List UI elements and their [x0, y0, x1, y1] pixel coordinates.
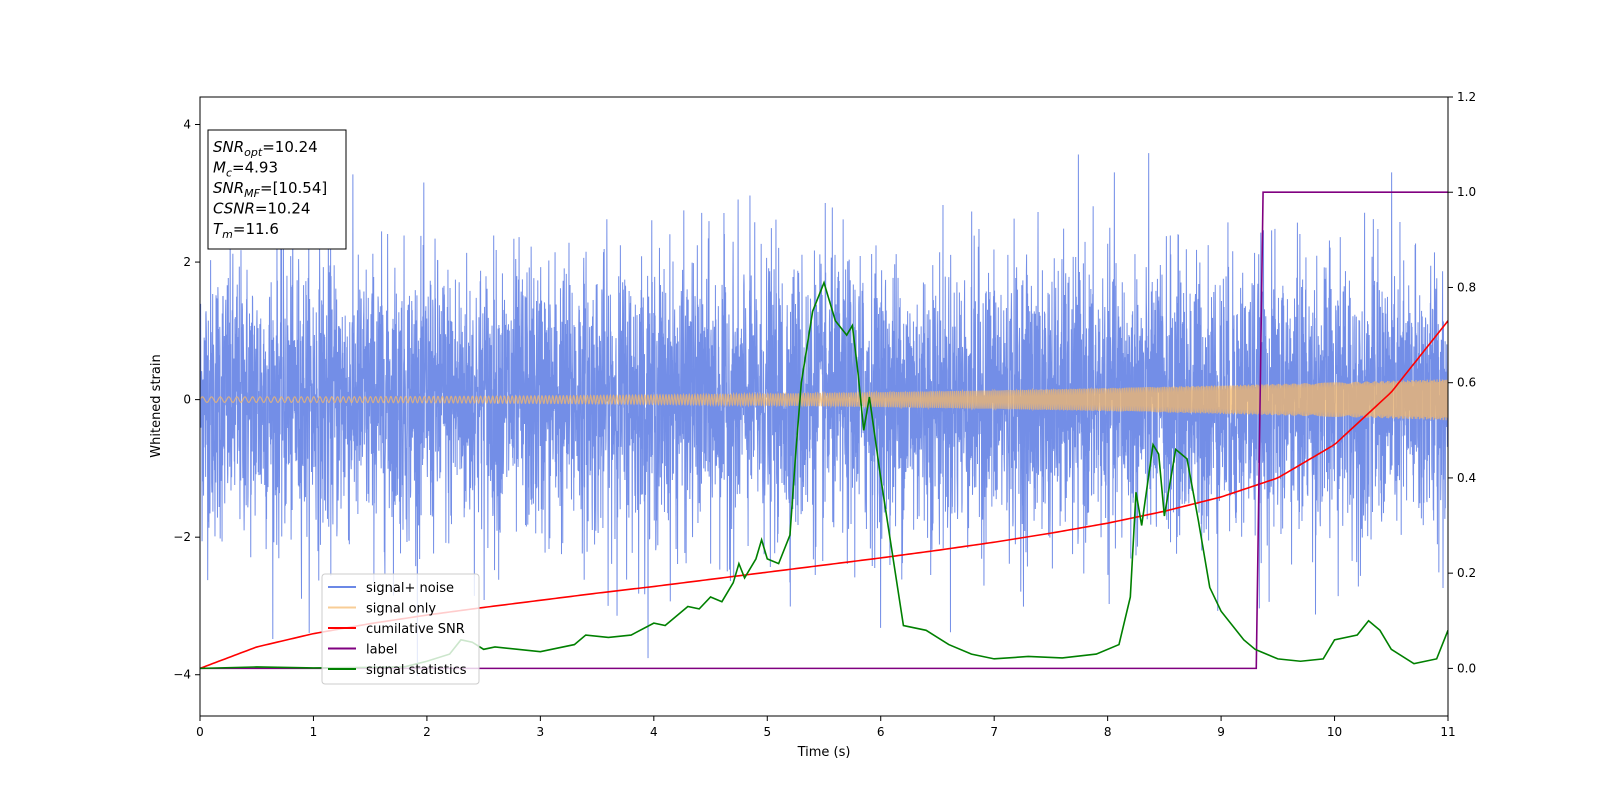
- annotation-line: Mc=4.93: [213, 159, 278, 180]
- plot-frame: [199, 96, 1449, 717]
- series-signal-only-line: [200, 379, 1448, 421]
- left-tick-label: 2: [183, 255, 191, 269]
- right-tick-label: 1.0: [1457, 185, 1476, 199]
- x-tick-label: 4: [650, 725, 658, 739]
- left-axis-label: Whitened strain: [149, 354, 164, 457]
- left-tick-label: −4: [173, 668, 191, 682]
- legend-label: signal only: [366, 602, 436, 617]
- annotation-box: SNRopt=10.24Mc=4.93SNRMF=[10.54]CSNR=10.…: [207, 129, 347, 250]
- right-tick-label: 0.8: [1457, 280, 1476, 294]
- right-tick-label: 0.6: [1457, 376, 1476, 390]
- legend-label: cumilative SNR: [366, 622, 465, 637]
- right-tick-label: 1.2: [1457, 90, 1476, 104]
- x-tick-label: 9: [1217, 725, 1225, 739]
- legend-label: signal+ noise: [366, 581, 454, 596]
- right-tick-label: 0.4: [1457, 471, 1476, 485]
- x-tick-label: 6: [877, 725, 885, 739]
- x-tick-label: 0: [196, 725, 204, 739]
- x-tick-label: 1: [310, 725, 318, 739]
- annotation-line: SNRMF=[10.54]: [213, 179, 327, 200]
- left-tick-label: −2: [173, 530, 191, 544]
- annotation-line: CSNR=10.24: [213, 200, 310, 218]
- x-tick-label: 10: [1327, 725, 1342, 739]
- legend-label: label: [366, 643, 397, 658]
- series-label-line: [200, 191, 1448, 670]
- x-tick-label: 11: [1440, 725, 1455, 739]
- x-axis-ticks: 0 1 2 3 4 5 6 7 8 9 10 11: [196, 716, 1456, 739]
- annotation-line: Tm=11.6: [213, 220, 279, 241]
- series-signal-noise-line: [200, 153, 1448, 677]
- series-signal-statistics-line: [200, 280, 1448, 670]
- left-tick-label: 4: [183, 118, 191, 132]
- right-tick-label: 0.0: [1457, 661, 1476, 675]
- legend: signal+ noise signal only cumilative SNR la…: [321, 573, 480, 685]
- annotation-line: SNRopt=10.24: [213, 138, 318, 159]
- left-axis-ticks: −4 −2 0 2 4: [173, 118, 200, 682]
- right-tick-label: 0.2: [1457, 566, 1476, 580]
- x-tick-label: 5: [763, 725, 771, 739]
- x-tick-label: 2: [423, 725, 431, 739]
- x-tick-label: 7: [990, 725, 998, 739]
- legend-label: signal statistics: [366, 663, 467, 678]
- x-axis-label: Time (s): [797, 745, 851, 760]
- x-tick-label: 8: [1104, 725, 1112, 739]
- right-axis-ticks: 0.0 0.2 0.4 0.6 0.8 1.0 1.2: [1448, 90, 1476, 675]
- left-tick-label: 0: [183, 393, 191, 407]
- x-tick-label: 3: [537, 725, 545, 739]
